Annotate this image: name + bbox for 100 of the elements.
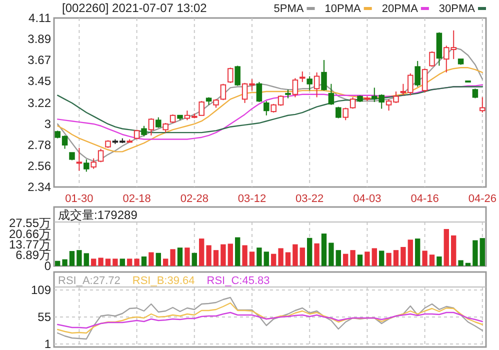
bar — [278, 248, 284, 266]
bar — [134, 258, 140, 266]
candlestick — [228, 67, 234, 84]
bar — [264, 252, 269, 266]
bar — [343, 254, 348, 266]
y-tick-label: 27.55万 — [8, 216, 51, 230]
bar — [62, 259, 68, 266]
bar — [271, 254, 276, 266]
candlestick — [141, 125, 147, 137]
candlestick — [198, 100, 204, 116]
y-tick-label: 2.56 — [28, 158, 52, 173]
bar — [148, 252, 154, 266]
bar — [386, 252, 392, 266]
candlestick — [76, 147, 82, 172]
candlestick — [162, 122, 168, 134]
y-tick-label: 0 — [44, 259, 52, 273]
chart-title: [002260] 2021-07-07 13:02 — [62, 1, 208, 15]
line-series — [57, 302, 483, 334]
bar — [192, 252, 197, 266]
candlestick — [234, 65, 240, 86]
bar — [184, 248, 190, 266]
bar — [206, 245, 212, 266]
legend-label: 5PMA — [274, 3, 304, 15]
candlestick — [220, 83, 226, 101]
y-tick-label: 4.11 — [28, 11, 52, 25]
bar — [451, 235, 456, 266]
candlestick — [480, 96, 486, 114]
bar — [213, 250, 219, 266]
candlestick — [256, 81, 262, 103]
bar — [55, 260, 60, 266]
candlestick — [472, 88, 478, 99]
candlestick — [90, 158, 96, 170]
candlestick — [134, 129, 140, 140]
candlestick — [336, 106, 342, 119]
bar — [177, 248, 183, 266]
y-tick-label: 3.45 — [28, 74, 52, 88]
y-tick-label: 109 — [30, 283, 52, 297]
bar — [393, 250, 399, 266]
bar — [98, 258, 104, 266]
bar — [480, 238, 485, 266]
x-tick-label: 02-18 — [122, 193, 151, 205]
bar — [292, 244, 298, 266]
bar — [112, 258, 118, 266]
bar — [91, 258, 96, 266]
bar — [444, 229, 449, 266]
candlestick — [98, 148, 104, 163]
bar — [242, 245, 248, 266]
candlestick — [321, 60, 327, 92]
bar — [249, 252, 255, 266]
bar — [400, 246, 406, 266]
candlestick — [328, 83, 334, 106]
bar — [436, 256, 442, 266]
x-tick-label: 03-12 — [238, 193, 266, 205]
line-series — [57, 67, 483, 152]
bar — [364, 252, 370, 266]
y-tick-label: 2.78 — [28, 138, 52, 152]
y-tick-label: 3.67 — [28, 53, 52, 68]
bar — [458, 260, 464, 266]
legend-label: 10PMA — [324, 3, 362, 15]
bar — [328, 242, 334, 266]
y-tick-label: 1 — [44, 337, 52, 350]
line-series — [57, 312, 483, 329]
bar — [336, 250, 341, 266]
bar — [228, 244, 233, 266]
bar — [127, 258, 132, 266]
candlestick — [314, 72, 320, 98]
candlestick — [429, 50, 435, 68]
bar — [379, 250, 384, 266]
bar — [422, 250, 428, 266]
bar — [300, 248, 305, 266]
bar — [120, 258, 125, 266]
x-tick-label: 04-16 — [410, 193, 439, 205]
candlestick — [306, 76, 312, 92]
line-series — [57, 296, 483, 340]
text: RSI_B:39.64 — [132, 275, 195, 287]
x-tick-label: 04-26 — [468, 193, 496, 205]
bar — [105, 258, 111, 266]
y-tick-label: 3.22 — [28, 96, 52, 110]
y-tick-label: 3.89 — [28, 32, 52, 46]
candlestick — [300, 70, 306, 82]
line-series — [57, 86, 483, 134]
bar — [163, 258, 168, 266]
bar — [76, 250, 82, 266]
bar — [357, 254, 363, 266]
y-tick-label: 55 — [38, 310, 52, 324]
bar — [220, 244, 226, 266]
x-tick-label: 01-30 — [65, 193, 94, 205]
chart-title: 成交量:179289 — [58, 208, 138, 222]
y-tick-label: 2.34 — [28, 180, 52, 194]
legend-label: 30PMA — [438, 3, 476, 15]
bar — [170, 249, 176, 266]
bar — [350, 250, 356, 266]
bar — [285, 252, 291, 266]
candlestick — [264, 100, 270, 116]
bar — [156, 252, 161, 266]
bar — [307, 238, 312, 266]
bar — [314, 243, 320, 266]
bar — [321, 234, 327, 266]
bar — [141, 256, 147, 266]
bar — [372, 248, 377, 266]
